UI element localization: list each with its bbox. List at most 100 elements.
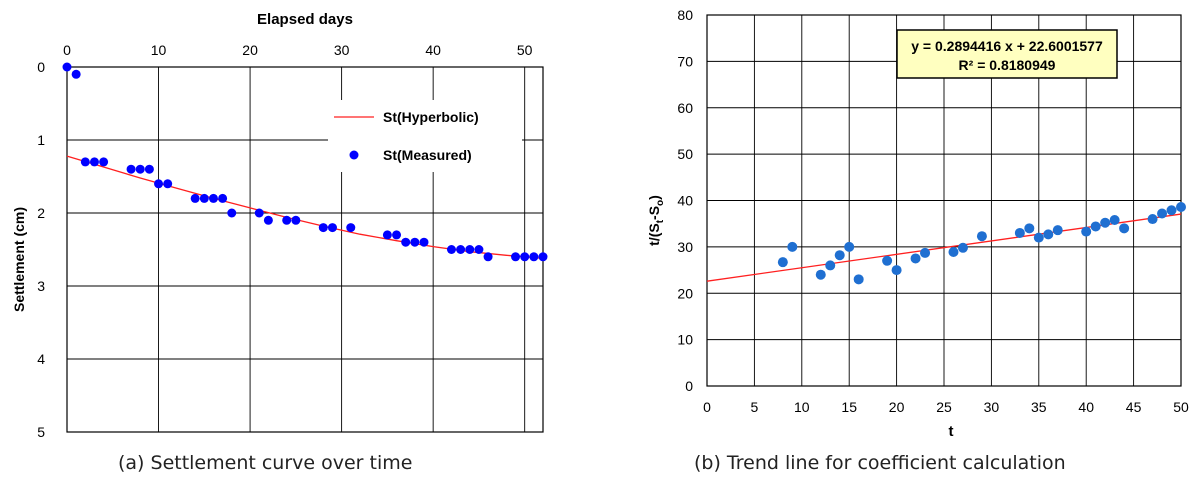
chart-settlement-curve: 0 10 20 30 40 50 0 1 2 3 4 5 Elapsed days Settlement … (11, 11, 548, 440)
data-point (920, 247, 931, 258)
data-point (976, 231, 987, 242)
data-point (1024, 223, 1035, 234)
data-point-measured (263, 215, 273, 225)
data-point-measured (71, 69, 81, 79)
data-point (825, 260, 836, 271)
y-tick-label: 4 (37, 351, 45, 367)
data-point-measured (538, 252, 548, 262)
data-point-measured (163, 179, 173, 189)
data-point-measured (520, 252, 530, 262)
x-tick-label: 30 (334, 42, 350, 58)
x-tick-label: 45 (1126, 399, 1142, 415)
y-axis-title: Settlement (cm) (11, 207, 27, 312)
legend-dot-marker (349, 150, 359, 160)
y-axis-title-sub: o (655, 200, 666, 206)
x-tick-label: 25 (936, 399, 952, 415)
data-point (1081, 226, 1092, 237)
y-tick-label: 10 (677, 332, 693, 348)
legend-box (328, 100, 522, 172)
data-point (1100, 217, 1111, 228)
legend: St(Hyperbolic) St(Measured) (328, 100, 522, 172)
data-point-measured (529, 252, 539, 262)
data-point (1052, 225, 1063, 236)
x-tick-label: 0 (63, 42, 71, 58)
x-tick-label: 10 (794, 399, 810, 415)
data-point-measured (190, 193, 200, 203)
y-tick-label: 30 (677, 239, 693, 255)
data-point-measured (218, 193, 228, 203)
data-point (853, 274, 864, 285)
legend-label-measured: St(Measured) (383, 147, 472, 163)
data-point-measured (382, 230, 392, 240)
data-point-measured (282, 215, 292, 225)
y-tick-label: 70 (677, 53, 693, 69)
data-point (777, 257, 788, 268)
data-point-measured (419, 237, 429, 247)
caption-trend-line: (b) Trend line for coefficient calculati… (694, 452, 1066, 474)
data-point-measured (474, 245, 484, 254)
y-axis-title: t/(St-So) (646, 195, 666, 246)
data-point-measured (62, 62, 72, 72)
data-point-measured (346, 223, 356, 233)
data-point-measured (227, 208, 237, 218)
data-point (834, 250, 845, 261)
data-point-measured (465, 245, 475, 254)
data-point (948, 246, 959, 257)
data-point (1043, 229, 1054, 240)
data-point-measured (135, 164, 145, 174)
y-tick-label: 0 (37, 59, 45, 75)
data-point (844, 241, 855, 252)
y-axis-title-main: t/(S (646, 223, 662, 246)
x-tick-label: 50 (517, 42, 533, 58)
data-point (787, 241, 798, 252)
x-tick-label: 0 (703, 399, 711, 415)
data-point-measured (511, 252, 521, 262)
equation-box (896, 29, 1118, 79)
x-tick-label: 20 (889, 399, 905, 415)
data-point-measured (483, 252, 493, 262)
r-squared-text: R² = 0.8180949 (959, 57, 1056, 73)
x-tick-label: 40 (425, 42, 441, 58)
y-tick-label: 3 (37, 278, 45, 294)
data-point (815, 269, 826, 280)
equation-annotation: y = 0.2894416 x + 22.6001577 R² = 0.81809… (896, 29, 1118, 79)
data-point (1166, 205, 1177, 216)
data-point-measured (318, 223, 328, 233)
y-tick-label: 20 (677, 285, 693, 301)
data-point (1119, 223, 1130, 234)
y-axis-title-mid: -S (646, 206, 662, 220)
caption-settlement-curve: (a) Settlement curve over time (118, 452, 413, 474)
data-point (882, 255, 893, 266)
data-point-measured (291, 215, 301, 225)
x-tick-label: 30 (984, 399, 1000, 415)
y-axis-title-end: ) (646, 195, 662, 200)
data-point (1033, 232, 1044, 243)
x-tick-label: 35 (1031, 399, 1047, 415)
x-tick-label: 10 (151, 42, 167, 58)
x-tick-label: 15 (841, 399, 857, 415)
data-point (891, 265, 902, 276)
data-point (1176, 201, 1186, 212)
data-point-measured (144, 164, 154, 174)
data-point (1147, 214, 1158, 225)
data-point (1157, 208, 1168, 219)
data-point-measured (126, 164, 136, 174)
data-point-measured (410, 237, 420, 247)
data-point (957, 242, 968, 253)
chart-trend-line: 0 5 10 15 20 25 30 35 40 45 5001020304050607080tt/… (646, 7, 1189, 440)
data-point-measured (446, 245, 456, 254)
data-point-measured (154, 179, 164, 189)
y-axis-title-sub: t (655, 219, 666, 223)
data-point-measured (89, 157, 99, 167)
x-tick-label: 50 (1173, 399, 1189, 415)
y-tick-label: 1 (37, 132, 45, 148)
data-point-measured (199, 193, 209, 203)
x-tick-label: 40 (1078, 399, 1094, 415)
x-axis-title: Elapsed days (257, 11, 353, 28)
y-tick-label: 5 (37, 424, 45, 440)
data-point-measured (99, 157, 109, 167)
legend-label-hyperbolic: St(Hyperbolic) (383, 109, 479, 125)
x-axis-title: t (949, 423, 954, 440)
y-tick-label: 60 (677, 100, 693, 116)
x-tick-label: 20 (242, 42, 258, 58)
